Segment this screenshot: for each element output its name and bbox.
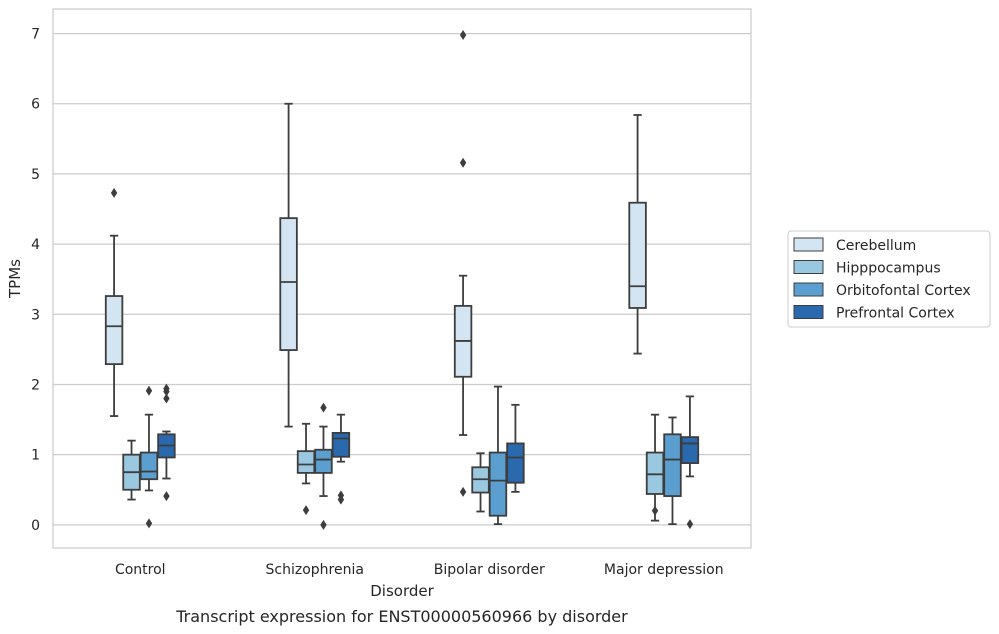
box-hipppocampus — [471, 452, 490, 513]
y-tick-label: 7 — [31, 27, 40, 43]
box-prefrontal-cortex — [331, 413, 351, 505]
y-tick-label: 5 — [31, 167, 40, 183]
box-orbitofontal-cortex — [663, 416, 682, 526]
outlier-point — [163, 383, 170, 394]
box-prefrontal-cortex — [680, 395, 700, 530]
box-iqr — [279, 217, 298, 351]
box-iqr — [680, 436, 700, 464]
x-tick-label: Bipolar disorder — [434, 562, 545, 578]
legend-swatch — [793, 282, 824, 297]
box-cerebellum — [104, 187, 124, 417]
box-cerebellum — [453, 29, 473, 497]
outlier-point — [302, 505, 310, 516]
outlier-point — [337, 490, 345, 501]
outlier-point — [163, 393, 170, 404]
outlier-point — [145, 518, 153, 529]
outlier-point — [686, 519, 694, 530]
y-tick-label: 3 — [31, 307, 40, 323]
outlier-point — [459, 29, 467, 40]
outlier-point — [320, 519, 327, 530]
legend-label: Hipppocampus — [836, 261, 941, 277]
legend-swatch — [793, 237, 824, 252]
y-axis-label: TPMs — [6, 259, 24, 299]
box-iqr — [628, 201, 647, 309]
y-tick-label: 2 — [31, 377, 40, 393]
outlier-point — [651, 505, 659, 516]
box-iqr — [488, 451, 508, 517]
box-plot-marks — [104, 29, 700, 530]
box-iqr — [663, 433, 682, 497]
y-axis-ticks: 0 1 2 3 4 5 6 7 — [31, 27, 40, 534]
box-iqr — [314, 448, 333, 474]
box-hipppocampus — [122, 439, 141, 501]
y-tick-label: 6 — [31, 97, 40, 113]
y-tick-label: 4 — [31, 237, 40, 253]
box-iqr — [139, 451, 159, 481]
box-cerebellum — [279, 102, 298, 428]
legend-label: Cerebellum — [836, 238, 916, 254]
box-iqr — [645, 451, 665, 495]
box-iqr — [104, 295, 124, 366]
chart-caption: Transcript expression for ENST0000056096… — [175, 607, 628, 626]
box-orbitofontal-cortex — [488, 385, 508, 526]
box-prefrontal-cortex — [506, 403, 525, 493]
box-orbitofontal-cortex — [314, 402, 333, 530]
x-axis-label: Disorder — [370, 582, 434, 600]
box-orbitofontal-cortex — [139, 385, 159, 529]
outlier-point — [459, 486, 467, 497]
outlier-point — [110, 187, 118, 198]
outlier-point — [459, 157, 467, 168]
y-tick-label: 1 — [31, 448, 40, 464]
x-axis-ticks: Control Schizophrenia Bipolar disorder Majo… — [115, 562, 724, 578]
x-tick-label: Schizophrenia — [266, 562, 364, 578]
legend-label: Orbitofontal Cortex — [836, 283, 971, 299]
box-prefrontal-cortex — [157, 383, 176, 502]
box-iqr — [506, 442, 525, 484]
x-tick-label: Control — [115, 562, 166, 578]
box-hipppocampus — [296, 422, 316, 516]
outlier-point — [320, 402, 327, 413]
outlier-point — [163, 491, 170, 502]
box-cerebellum — [628, 114, 647, 355]
y-tick-label: 0 — [31, 518, 40, 534]
plot-area-frame — [52, 8, 752, 549]
x-tick-label: Major depression — [604, 562, 724, 578]
legend-swatch — [793, 260, 824, 274]
legend: Cerebellum Hipppocampus Orbitofontal Corte… — [787, 230, 991, 328]
legend-frame — [787, 230, 991, 328]
legend-swatch — [793, 305, 824, 319]
legend-label: Prefrontal Cortex — [836, 306, 955, 322]
outlier-point — [145, 385, 153, 396]
box-hipppocampus — [645, 413, 665, 522]
box-iqr — [331, 432, 351, 458]
box-iqr — [296, 450, 316, 474]
